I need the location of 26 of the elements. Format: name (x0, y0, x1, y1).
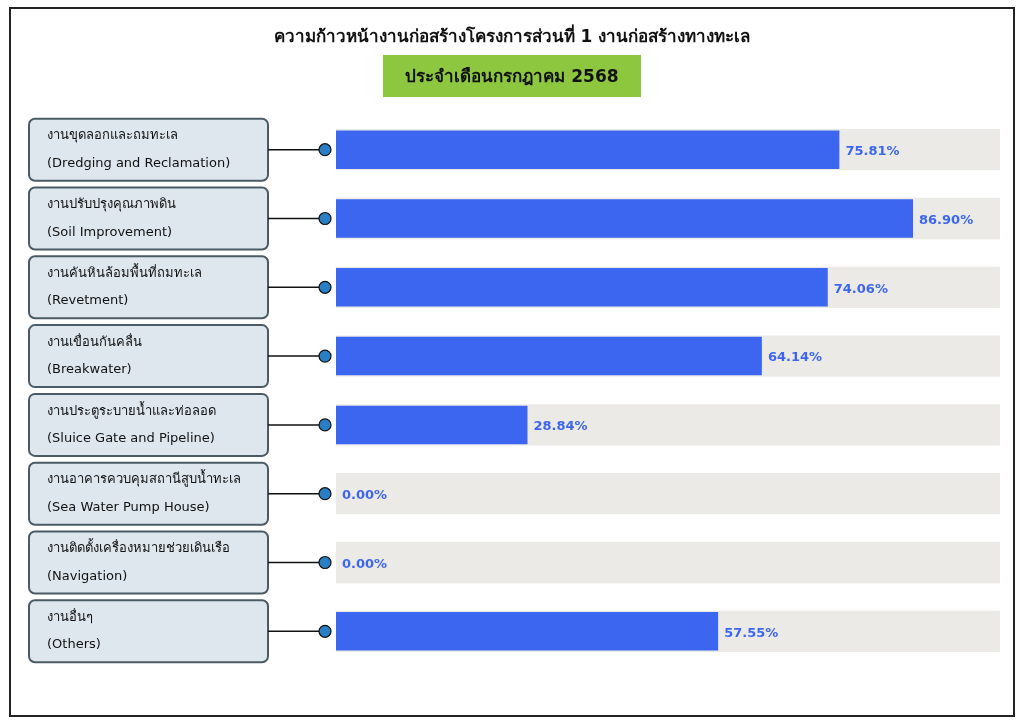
y-tick-label: งานขุดลอกและถมทะเล (Dredging and Reclamation) (47, 127, 231, 170)
chart-title: ความก้าวหน้างานก่อสร้างโครงการส่วนที่ 1 งานก่อสร้างทางทะเล (272, 23, 752, 48)
data-label: 57.55% (724, 624, 779, 640)
y-tick-label: งานอื่นๆ (Others) (47, 608, 101, 652)
bar (336, 336, 762, 376)
y-tick-label: งานเขื่อนกันคลื่น (Breakwater) (47, 332, 142, 377)
y-tick-label: งานปรับปรุงคุณภาพดิน (Soil Improvement) (47, 196, 176, 239)
bar (336, 612, 719, 651)
y-tick-label: งานอาคารควบคุมสถานีสูบน้ำทะเล (Sea Water Pump House) (47, 469, 241, 514)
y-tick-label: งานติดตั้งเครื่องหมายช่วยเดินเรือ (Navigation) (47, 538, 230, 583)
data-label: 0.00% (342, 487, 388, 503)
chart-subtitle: ประจำเดือนกรกฎาคม 2568 (383, 55, 641, 97)
data-label: 64.14% (767, 349, 823, 365)
bar (336, 405, 528, 445)
data-label: 0.00% (342, 555, 388, 571)
y-tick-label: งานประตูระบายน้ำและท่อลอด (Sluice Gate and Pipeline) (47, 400, 216, 445)
bar (336, 268, 828, 307)
bar (336, 199, 914, 238)
bar (336, 130, 840, 169)
bar (336, 541, 1000, 584)
bar (336, 473, 1000, 515)
data-label: 86.90% (919, 211, 974, 227)
y-tick-label: งานคันหินล้อมพื้นที่ถมทะเล (Revetment) (47, 263, 202, 308)
data-label: 74.06% (833, 280, 888, 296)
data-label: 28.84% (533, 418, 588, 434)
data-label: 75.81% (845, 143, 900, 159)
